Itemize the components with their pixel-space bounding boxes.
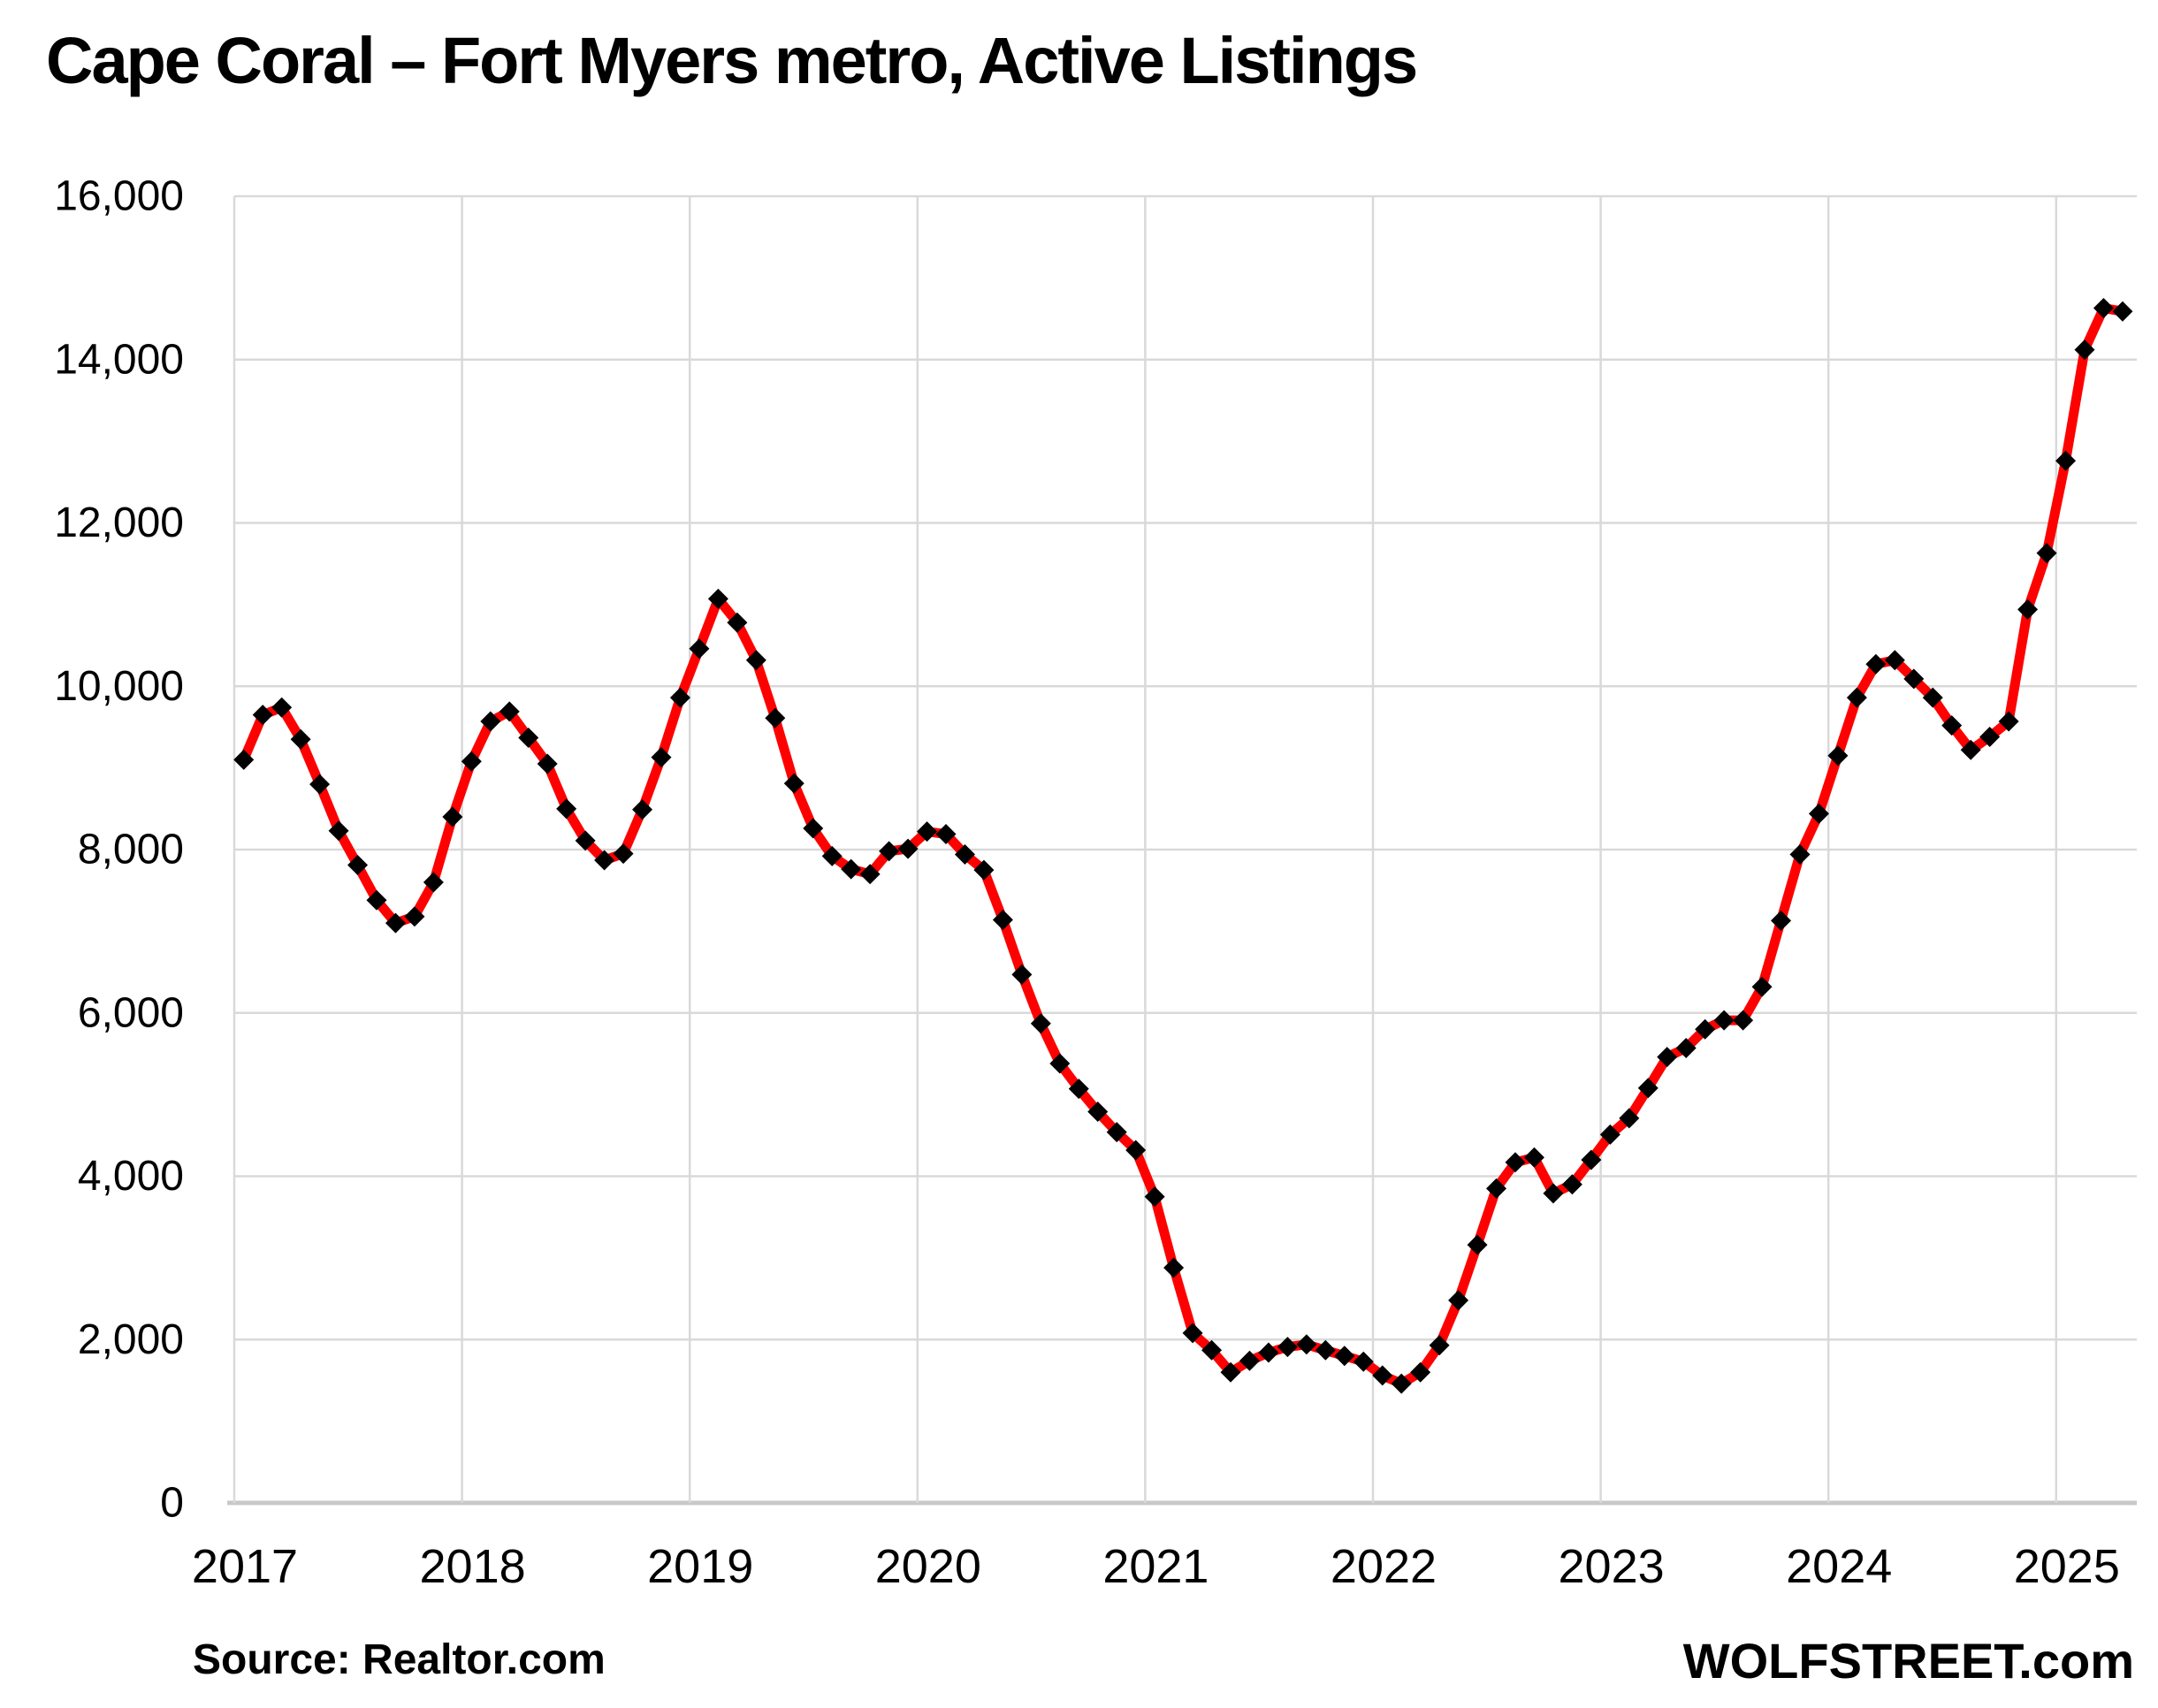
source-note: Source: Realtor.com (193, 1636, 606, 1683)
data-point-markers (233, 298, 2133, 1394)
x-tick-label: 2017 (192, 1540, 298, 1593)
chart-title: Cape Coral – Fort Myers metro, Active Li… (46, 24, 1418, 97)
y-tick-label: 6,000 (78, 989, 184, 1036)
y-tick-label: 14,000 (54, 336, 184, 383)
x-tick-label: 2022 (1331, 1540, 1437, 1593)
x-tick-label: 2023 (1559, 1540, 1665, 1593)
x-tick-label: 2018 (420, 1540, 526, 1593)
x-tick-label: 2021 (1102, 1540, 1209, 1593)
x-tick-label: 2024 (1786, 1540, 1892, 1593)
y-tick-label: 8,000 (78, 827, 184, 873)
y-tick-label: 0 (160, 1480, 184, 1527)
y-tick-label: 12,000 (54, 499, 184, 546)
branding-watermark: WOLFSTREET.com (1682, 1633, 2134, 1689)
y-tick-label: 10,000 (54, 663, 184, 710)
y-tick-label: 2,000 (78, 1316, 184, 1363)
x-tick-label: 2020 (875, 1540, 981, 1593)
x-tick-label: 2025 (2014, 1540, 2120, 1593)
y-tick-label: 16,000 (54, 173, 184, 220)
x-tick-label: 2019 (647, 1540, 753, 1593)
series-line-active-listings (239, 303, 2128, 1389)
y-tick-label: 4,000 (78, 1153, 184, 1200)
